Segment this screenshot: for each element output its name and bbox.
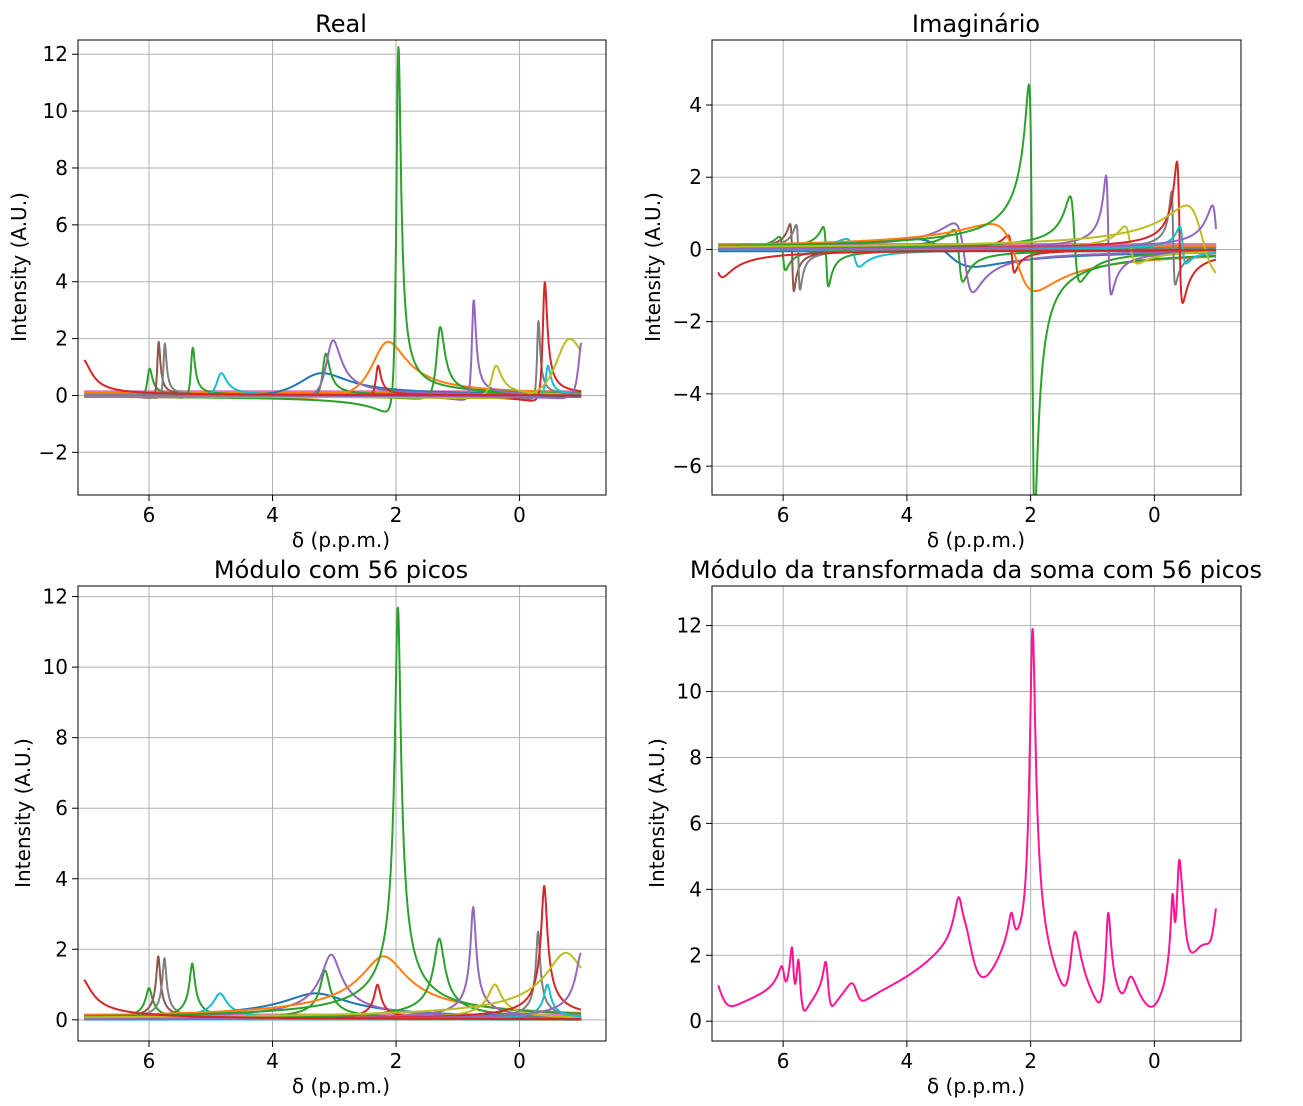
subplot-real: Real δ (p.p.m.) Intensity (A.U.) 6 4 2 0 −2 0… bbox=[7, 10, 607, 552]
y-tick-label: 0 bbox=[689, 1009, 702, 1033]
peak-series-line bbox=[717, 204, 1217, 250]
axes-frame bbox=[711, 585, 1242, 1042]
x-tick-label: 4 bbox=[901, 503, 914, 527]
x-tick-label: 2 bbox=[390, 503, 403, 527]
x-tick-label: 4 bbox=[901, 1049, 914, 1073]
x-tick-label: 0 bbox=[513, 503, 526, 527]
x-tick-label: 6 bbox=[143, 1049, 156, 1073]
axes-frame bbox=[77, 585, 607, 1042]
plot-area bbox=[717, 83, 1217, 495]
y-tick-label: 12 bbox=[43, 42, 68, 66]
x-tick-label: 2 bbox=[390, 1049, 403, 1073]
axes-frame bbox=[77, 39, 607, 496]
peak-series-line bbox=[83, 937, 582, 1020]
y-tick-label: 10 bbox=[43, 99, 68, 123]
y-tick-label: 8 bbox=[55, 726, 68, 750]
y-tick-label: −6 bbox=[673, 454, 702, 478]
x-tick-label: 6 bbox=[777, 503, 790, 527]
chart-title: Módulo da transformada da soma com 56 pi… bbox=[690, 556, 1262, 584]
y-tick-label: −2 bbox=[39, 440, 68, 464]
x-tick-label: 2 bbox=[1024, 503, 1037, 527]
y-tick-label: 2 bbox=[55, 937, 68, 961]
plot-area bbox=[83, 46, 583, 413]
y-tick-label: 6 bbox=[55, 213, 68, 237]
y-tick-label: 2 bbox=[689, 943, 702, 967]
y-tick-label: 8 bbox=[55, 156, 68, 180]
x-tick-label: 2 bbox=[1024, 1049, 1037, 1073]
peak-series-line bbox=[83, 951, 582, 1019]
x-axis-label: δ (p.p.m.) bbox=[927, 528, 1025, 552]
y-axis-label: Intensity (A.U.) bbox=[645, 738, 669, 888]
y-tick-label: 0 bbox=[689, 237, 702, 261]
plot-area bbox=[717, 627, 1217, 1012]
x-tick-label: 4 bbox=[266, 503, 279, 527]
x-axis-label: δ (p.p.m.) bbox=[292, 1074, 390, 1098]
sum-series-line bbox=[717, 627, 1217, 1012]
y-axis-label: Intensity (A.U.) bbox=[11, 738, 35, 888]
peak-series-line bbox=[717, 249, 1217, 279]
x-axis-label: δ (p.p.m.) bbox=[927, 1074, 1025, 1098]
x-tick-label: 6 bbox=[777, 1049, 790, 1073]
y-tick-label: 2 bbox=[689, 165, 702, 189]
subplot-imaginary: Imaginário δ (p.p.m.) Intensity (A.U.) 6… bbox=[641, 10, 1242, 552]
x-tick-label: 0 bbox=[1148, 1049, 1161, 1073]
y-axis-label: Intensity (A.U.) bbox=[641, 192, 665, 342]
peak-series-line bbox=[83, 46, 582, 413]
y-tick-label: 4 bbox=[55, 867, 68, 891]
axes-frame bbox=[711, 39, 1242, 496]
x-tick-label: 4 bbox=[266, 1049, 279, 1073]
x-tick-label: 0 bbox=[513, 1049, 526, 1073]
subplot-sum-modulus: Módulo da transformada da soma com 56 pi… bbox=[645, 556, 1262, 1098]
y-tick-label: 4 bbox=[689, 93, 702, 117]
chart-title: Real bbox=[315, 10, 367, 38]
peak-series-line bbox=[83, 930, 582, 1021]
y-axis-label: Intensity (A.U.) bbox=[7, 192, 31, 342]
y-tick-label: 10 bbox=[677, 680, 702, 704]
y-tick-label: 12 bbox=[677, 614, 702, 638]
y-tick-label: −2 bbox=[673, 310, 702, 334]
y-tick-label: 4 bbox=[689, 877, 702, 901]
y-tick-label: −4 bbox=[673, 382, 702, 406]
peak-series-line bbox=[83, 320, 582, 400]
peak-series-line bbox=[83, 979, 582, 1021]
peak-series-line bbox=[83, 359, 582, 397]
peak-series-line bbox=[717, 83, 1217, 495]
plot-area bbox=[83, 606, 582, 1021]
x-tick-label: 0 bbox=[1148, 503, 1161, 527]
y-tick-label: 6 bbox=[55, 796, 68, 820]
x-tick-label: 6 bbox=[143, 503, 156, 527]
chart-title: Imaginário bbox=[912, 10, 1040, 38]
y-tick-label: 0 bbox=[55, 383, 68, 407]
y-tick-label: 8 bbox=[689, 745, 702, 769]
peak-series-line bbox=[83, 325, 582, 400]
y-tick-label: 12 bbox=[43, 585, 68, 609]
subplot-modulus: Módulo com 56 picos δ (p.p.m.) Intensity… bbox=[11, 556, 607, 1098]
y-tick-label: 6 bbox=[689, 811, 702, 835]
y-tick-label: 2 bbox=[55, 327, 68, 351]
chart-title: Módulo com 56 picos bbox=[214, 556, 468, 584]
y-tick-label: 0 bbox=[55, 1008, 68, 1032]
y-tick-label: 4 bbox=[55, 270, 68, 294]
y-tick-label: 10 bbox=[43, 655, 68, 679]
x-axis-label: δ (p.p.m.) bbox=[292, 528, 390, 552]
peak-series-line bbox=[717, 204, 1217, 274]
